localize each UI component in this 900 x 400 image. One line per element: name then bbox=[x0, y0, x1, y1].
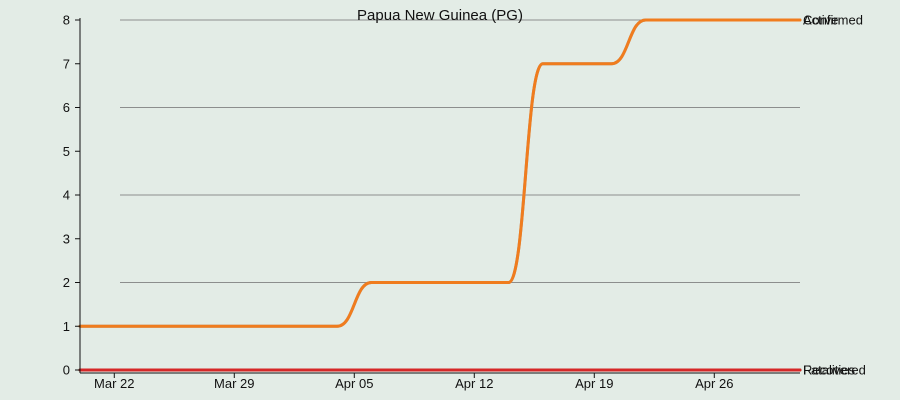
y-tick-label: 5 bbox=[63, 144, 70, 159]
x-tick-label: Mar 29 bbox=[214, 376, 254, 391]
x-tick-label: Apr 26 bbox=[695, 376, 733, 391]
y-tick-label: 4 bbox=[63, 188, 70, 203]
y-tick-label: 6 bbox=[63, 100, 70, 115]
x-tick-label: Apr 12 bbox=[455, 376, 493, 391]
series-lines bbox=[78, 18, 802, 372]
y-tick-label: 3 bbox=[63, 231, 70, 246]
y-tick-label: 0 bbox=[63, 363, 70, 378]
series-line-active bbox=[78, 18, 802, 328]
y-tick-label: 1 bbox=[63, 319, 70, 334]
series-label-active: Active bbox=[803, 13, 838, 28]
y-axis-ticks: 0 1 2 3 4 5 6 7 8 bbox=[63, 13, 80, 378]
chart-title: Papua New Guinea (PG) bbox=[357, 7, 523, 24]
gridlines bbox=[120, 19, 800, 283]
x-tick-label: Apr 19 bbox=[575, 376, 613, 391]
series-label-confirmed: Confirmed bbox=[803, 13, 863, 28]
y-tick-label: 8 bbox=[63, 13, 70, 28]
series-line-confirmed bbox=[78, 18, 802, 328]
x-axis-ticks: Mar 22 Mar 29 Apr 05 Apr 12 Apr 19 Apr 26 bbox=[94, 373, 733, 391]
y-tick-label: 2 bbox=[63, 275, 70, 290]
y-tick-label: 7 bbox=[63, 56, 70, 71]
series-label-fatalities: Fatalities bbox=[803, 363, 856, 378]
series-label-recovered: Recovered bbox=[803, 363, 866, 378]
x-tick-label: Apr 05 bbox=[335, 376, 373, 391]
x-tick-label: Mar 22 bbox=[94, 376, 134, 391]
